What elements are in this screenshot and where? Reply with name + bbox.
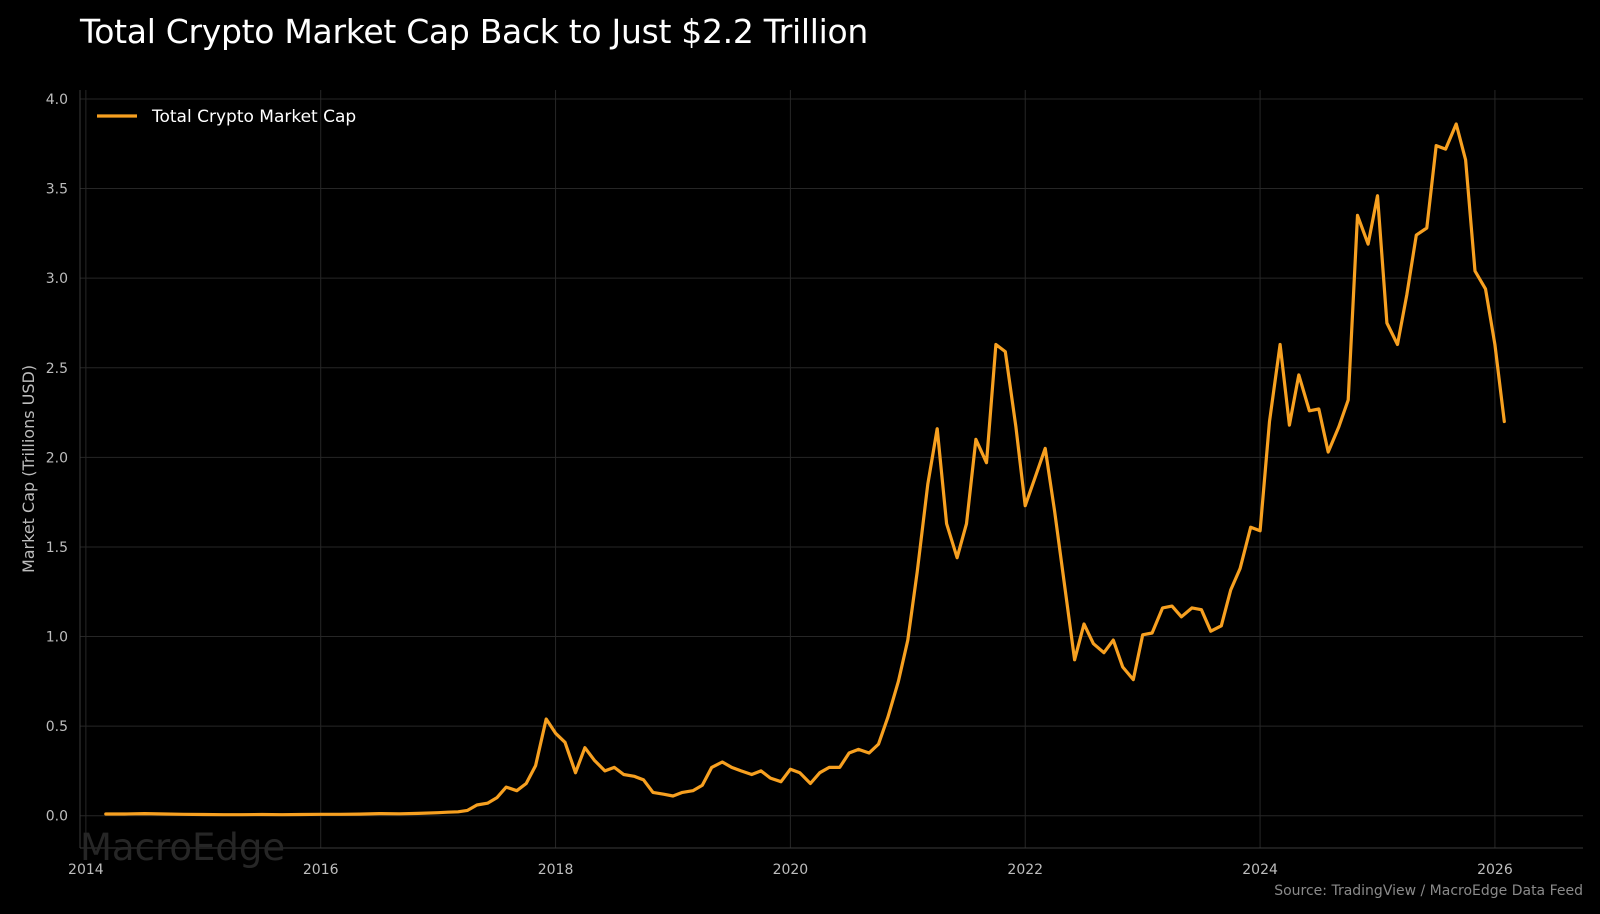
chart-title: Total Crypto Market Cap Back to Just $2.…: [80, 12, 869, 51]
y-tick-label: 2.5: [46, 361, 68, 377]
x-tick-label: 2018: [538, 862, 574, 878]
y-tick-label: 3.0: [46, 271, 68, 287]
y-tick-label: 0.5: [46, 719, 68, 735]
legend: Total Crypto Market Cap: [97, 107, 356, 127]
x-tick-label: 2022: [1007, 862, 1043, 878]
y-tick-label: 1.5: [46, 540, 68, 556]
x-tick-label: 2020: [773, 862, 809, 878]
x-tick-label: 2014: [68, 862, 104, 878]
y-tick-label: 0.0: [46, 809, 68, 825]
watermark-text: MacroEdge: [80, 826, 285, 869]
x-tick-label: 2024: [1242, 862, 1278, 878]
y-axis-label: Market Cap (Trillions USD): [19, 365, 38, 573]
source-note: Source: TradingView / MacroEdge Data Fee…: [1274, 883, 1583, 899]
y-tick-label: 4.0: [46, 92, 68, 108]
y-tick-label: 1.0: [46, 630, 68, 646]
axes: 0.0 0.5 1.0 1.5 2.0 2.5 3.0 3.5 4.0 2014 2016 2018 2…: [46, 90, 1583, 878]
y-tick-label: 3.5: [46, 182, 68, 198]
y-tick-label: 2.0: [46, 450, 68, 466]
x-tick-label: 2016: [303, 862, 339, 878]
series-layer: [104, 122, 1506, 817]
legend-label: Total Crypto Market Cap: [151, 107, 356, 127]
series-line: [104, 122, 1506, 817]
grid: [80, 90, 1583, 848]
x-tick-label: 2026: [1477, 862, 1513, 878]
